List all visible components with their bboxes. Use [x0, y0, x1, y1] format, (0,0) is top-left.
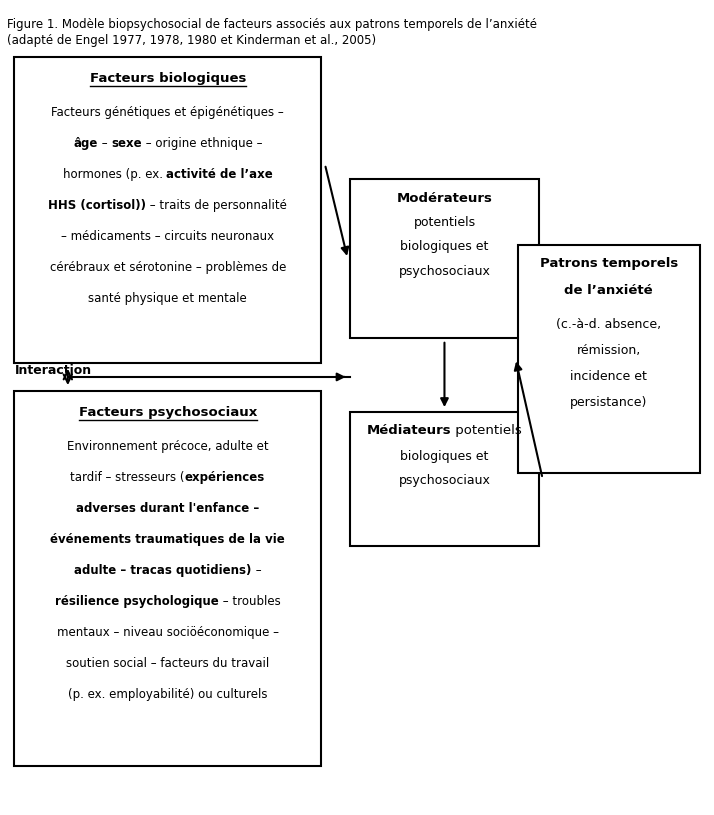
FancyBboxPatch shape	[14, 57, 321, 363]
Text: de l’anxiété: de l’anxiété	[564, 284, 653, 297]
Text: –: –	[251, 564, 261, 577]
Text: événements traumatiques de la vie: événements traumatiques de la vie	[51, 533, 285, 546]
Text: Patrons temporels: Patrons temporels	[540, 257, 678, 270]
Text: Figure 1. Modèle biopsychosocial de facteurs associés aux patrons temporels de l: Figure 1. Modèle biopsychosocial de fact…	[7, 18, 537, 31]
Text: biologiques et: biologiques et	[401, 240, 488, 253]
Text: Interaction: Interaction	[15, 364, 92, 377]
Text: persistance): persistance)	[570, 396, 648, 409]
Text: –: –	[98, 137, 111, 150]
Text: adverses durant l'enfance –: adverses durant l'enfance –	[76, 502, 259, 515]
Text: potentiels: potentiels	[413, 216, 476, 229]
Text: Environnement précoce, adulte et: Environnement précoce, adulte et	[67, 440, 268, 453]
Text: (adapté de Engel 1977, 1978, 1980 et Kinderman et al., 2005): (adapté de Engel 1977, 1978, 1980 et Kin…	[7, 34, 376, 47]
Text: (c.-à-d. absence,: (c.-à-d. absence,	[556, 318, 661, 331]
Text: psychosociaux: psychosociaux	[398, 265, 491, 278]
Text: potentiels: potentiels	[451, 424, 522, 437]
Text: cérébraux et sérotonine – problèmes de: cérébraux et sérotonine – problèmes de	[49, 261, 286, 274]
Text: – médicaments – circuits neuronaux: – médicaments – circuits neuronaux	[61, 230, 274, 243]
Text: – troubles: – troubles	[218, 595, 281, 608]
Text: âge: âge	[74, 137, 98, 150]
Text: adulte – tracas quotidiens): adulte – tracas quotidiens)	[74, 564, 251, 577]
Text: – traits de personnalité: – traits de personnalité	[146, 199, 287, 212]
Text: rémission,: rémission,	[577, 344, 640, 357]
FancyBboxPatch shape	[350, 179, 539, 338]
Text: Facteurs psychosociaux: Facteurs psychosociaux	[79, 406, 257, 419]
Text: Facteurs biologiques: Facteurs biologiques	[89, 72, 246, 85]
Text: biologiques et: biologiques et	[401, 450, 488, 463]
Text: soutien social – facteurs du travail: soutien social – facteurs du travail	[66, 657, 269, 670]
Text: Médiateurs: Médiateurs	[367, 424, 451, 437]
Text: Facteurs génétiques et épigénétiques –: Facteurs génétiques et épigénétiques –	[51, 106, 284, 119]
Text: mentaux – niveau sociöéconomique –: mentaux – niveau sociöéconomique –	[57, 626, 278, 639]
Text: incidence et: incidence et	[570, 370, 647, 383]
Text: activité de l’axe: activité de l’axe	[166, 168, 273, 181]
Text: sexe: sexe	[111, 137, 141, 150]
Text: expériences: expériences	[185, 471, 265, 484]
FancyBboxPatch shape	[14, 391, 321, 766]
FancyBboxPatch shape	[518, 244, 700, 473]
Text: santé physique et mentale: santé physique et mentale	[89, 292, 247, 305]
Text: HHS (cortisol)): HHS (cortisol))	[49, 199, 146, 212]
Text: tardif – stresseurs (: tardif – stresseurs (	[71, 471, 185, 484]
Text: hormones (p. ex.: hormones (p. ex.	[63, 168, 166, 181]
Text: psychosociaux: psychosociaux	[398, 474, 491, 487]
Text: – origine ethnique –: – origine ethnique –	[141, 137, 262, 150]
FancyBboxPatch shape	[350, 412, 539, 546]
Text: Modérateurs: Modérateurs	[396, 192, 493, 205]
Text: résilience psychologique: résilience psychologique	[55, 595, 218, 608]
Text: (p. ex. employabilité) ou culturels: (p. ex. employabilité) ou culturels	[68, 688, 268, 701]
